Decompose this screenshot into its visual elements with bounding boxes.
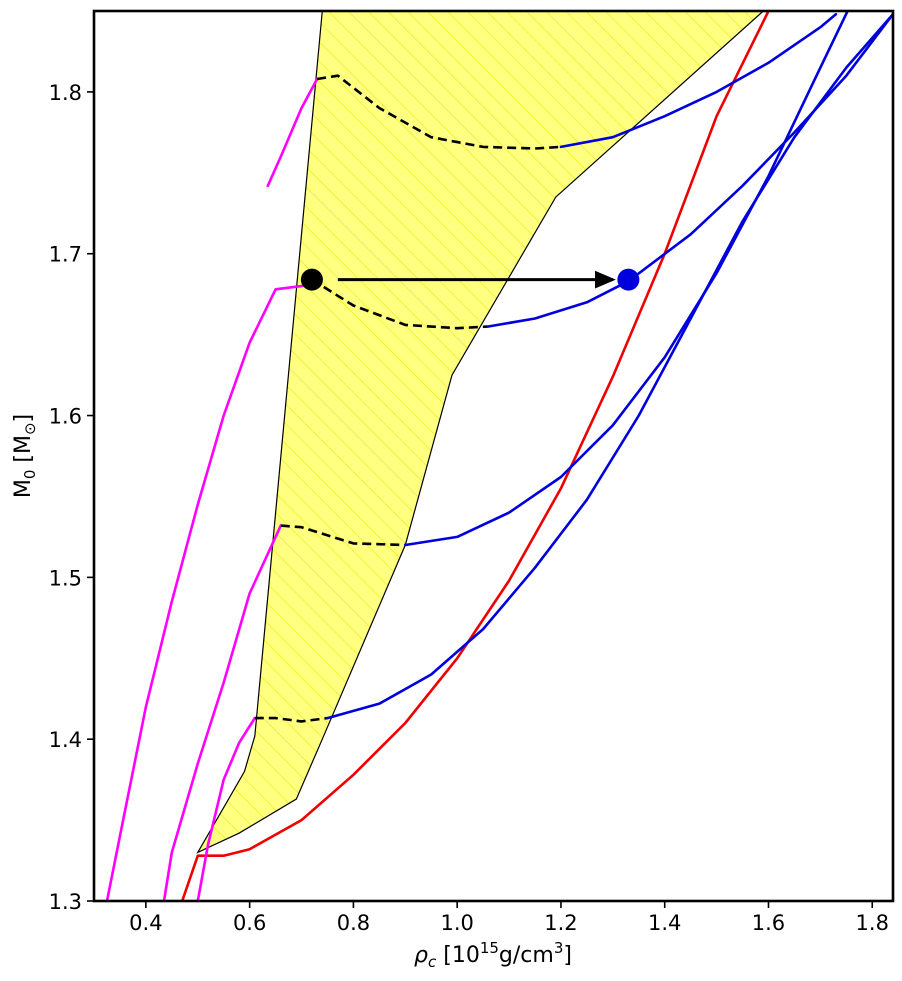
x-tick-label: 1.0 (440, 911, 473, 935)
x-tick-label: 0.6 (233, 911, 266, 935)
plot-area (105, 11, 893, 901)
series-line-magenta-5 (266, 77, 319, 188)
x-axis-label: ρc [1015g/cm3] (414, 939, 572, 971)
x-tick-label: 1.4 (648, 911, 681, 935)
y-tick-label: 1.6 (49, 405, 82, 429)
y-tick-label: 1.7 (49, 243, 82, 267)
x-tick-label: 0.4 (129, 911, 162, 935)
shaded-region (196, 11, 765, 854)
x-tick-label: 1.8 (856, 911, 889, 935)
series-line-black-10 (280, 524, 406, 547)
series-line-blue-9 (487, 12, 893, 328)
series-line-magenta-4 (196, 716, 257, 901)
plot-frame (92, 9, 895, 903)
x-tick-label: 1.6 (752, 911, 785, 935)
y-tick-label: 1.8 (49, 81, 82, 105)
y-tick-label: 1.4 (49, 728, 82, 752)
x-tick-label: 0.8 (337, 911, 370, 935)
axes: 0.4 0.6 0.8 1.0 1.2 1.4 1.6 1.8 1.3 1.4 1.5 1.6 1.7 1… (49, 9, 895, 935)
y-axis-label: M0 [M⊙] (11, 414, 39, 498)
marker-point-blue (617, 268, 640, 291)
series-line-black-12 (254, 716, 328, 723)
y-tick-label: 1.5 (49, 566, 82, 590)
y-tick-label: 1.3 (49, 890, 82, 914)
series-line-blue-11 (404, 11, 850, 547)
series-line-blue-13 (326, 12, 893, 720)
series-line-red-1 (180, 11, 770, 901)
series-line-black-8 (311, 278, 489, 330)
series-line-magenta-2 (105, 278, 314, 901)
marker-point-black (300, 268, 323, 291)
x-tick-label: 1.2 (544, 911, 577, 935)
series-line-blue-7 (559, 12, 838, 149)
series-line-magenta-3 (162, 524, 283, 901)
series-line-black-6 (316, 74, 561, 150)
